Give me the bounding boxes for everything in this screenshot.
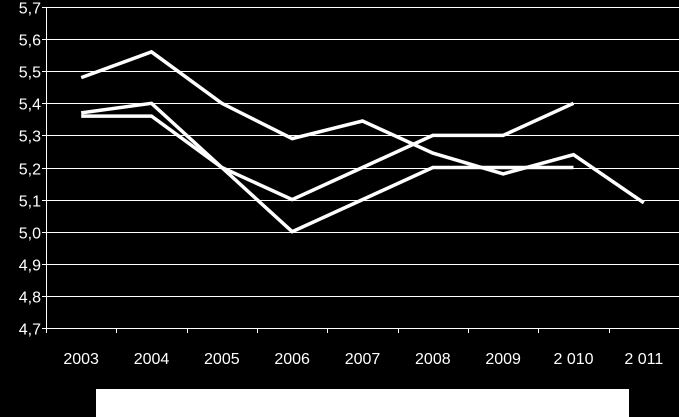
y-tick-label: 5,0 bbox=[19, 226, 41, 243]
y-tick-label: 5,5 bbox=[19, 65, 41, 82]
x-tick-label: 2009 bbox=[485, 351, 521, 368]
y-tick-label: 4,7 bbox=[19, 322, 41, 339]
x-tick-label: 2003 bbox=[63, 351, 99, 368]
y-tick-label: 5,3 bbox=[19, 129, 41, 146]
x-tick-label: 2005 bbox=[204, 351, 240, 368]
axes bbox=[42, 7, 679, 333]
y-tick-labels: 4,7 4,8 4,9 5,0 5,1 5,2 5,3 5,4 5,5 5,6 5,7 bbox=[19, 1, 41, 339]
x-tick-label: 2 011 bbox=[624, 351, 663, 368]
x-tick-label: 2 010 bbox=[553, 351, 593, 368]
series-line-2 bbox=[80, 101, 575, 202]
y-tick-label: 4,8 bbox=[19, 290, 41, 307]
y-tick-label: 5,2 bbox=[19, 162, 41, 179]
x-tick-label: 2004 bbox=[134, 351, 170, 368]
series-line-3 bbox=[81, 114, 574, 234]
x-tick-label: 2006 bbox=[274, 351, 310, 368]
x-tick-labels: 2003 2004 2005 2006 2007 2008 2009 2 010 2 011 bbox=[63, 351, 663, 368]
legend-box bbox=[96, 389, 629, 417]
y-tick-label: 5,4 bbox=[19, 97, 41, 114]
y-tick-label: 5,7 bbox=[19, 1, 41, 18]
y-tick-label: 4,9 bbox=[19, 258, 41, 275]
x-tick-label: 2008 bbox=[415, 351, 451, 368]
x-tick-label: 2007 bbox=[345, 351, 381, 368]
y-tick-label: 5,1 bbox=[19, 194, 41, 211]
series-line-1 bbox=[80, 49, 645, 205]
y-tick-label: 5,6 bbox=[19, 33, 41, 50]
series-lines bbox=[80, 49, 645, 234]
